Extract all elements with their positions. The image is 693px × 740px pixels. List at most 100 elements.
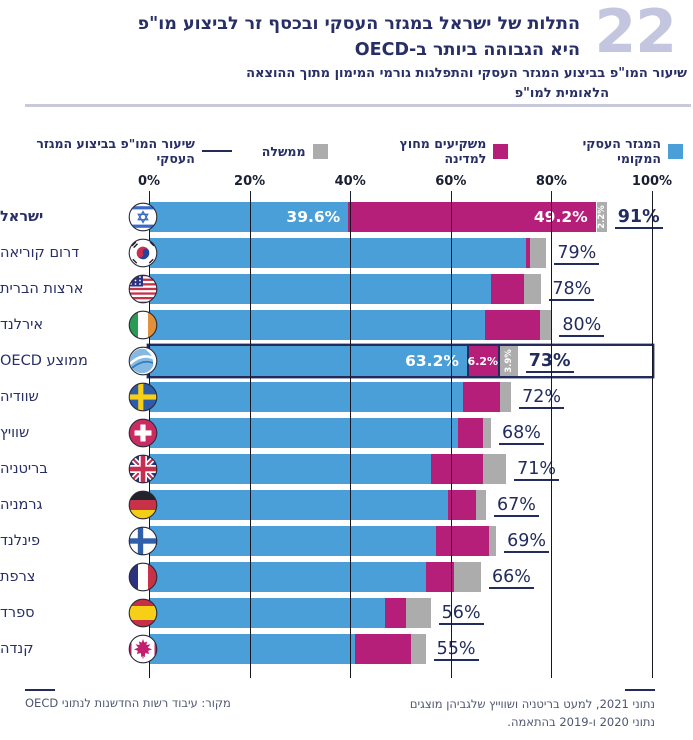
country-label: שוודיה (0, 389, 39, 405)
title-line-1: התלות של ישראל במגזר העסקי ובכסף זר לביצ… (137, 14, 580, 34)
stacked-bar: 39.6% 49.2% 2.2% (149, 202, 652, 232)
stacked-bar (149, 454, 652, 484)
bar-segment-foreign-investors (448, 490, 476, 520)
flag-south-korea-icon (128, 238, 158, 268)
chart-row-ireland: אירלנד 80% (0, 310, 693, 340)
country-label: ספרד (0, 605, 35, 621)
country-label: גרמניה (0, 497, 43, 513)
title-line-2: היא הגבוהה ביותר ב-OECD (354, 40, 580, 61)
footnote-line-1: נתוני 2021, למעט בריטניה ושווייץ שלגביהן… (409, 697, 655, 711)
flag-canada-icon (128, 634, 158, 664)
source-note: מקור: עיבוד רשות החדשנות לנתוני OECD (25, 696, 231, 710)
business-share-value: 80% (559, 315, 605, 337)
footnote-line-2: נתוני 2020 ו-2019 בהתאמה. (507, 714, 655, 729)
legend-swatch-foreign_investors (493, 143, 509, 159)
chart-row-oecd: ממוצע OECD 63.2% 6.2% 3.9% 73% (0, 346, 693, 376)
bar-segment-foreign-investors (430, 454, 484, 484)
business-share-label: 80% (559, 310, 605, 340)
stacked-bar (149, 490, 652, 520)
flag-uk-icon (128, 454, 158, 484)
business-share-value: 79% (554, 243, 600, 265)
flag-spain-icon (128, 598, 158, 628)
stacked-bar-chart: 0% 20% 40% 60% 80% 100% ישראל 39.6% 49.2% 2.2% 91… (0, 170, 693, 686)
legend-line-marker (201, 149, 232, 153)
bar-segment-local-business (149, 274, 492, 304)
x-axis-tick (350, 191, 352, 199)
chart-row-south-korea: דרום קוריאה 79% (0, 238, 693, 268)
subtitle-line-2: הלאומית למו"פ (514, 86, 609, 102)
business-share-label: 78% (549, 274, 595, 304)
country-label: פינלנד (0, 533, 41, 549)
source-rule (25, 689, 55, 691)
business-share-label: 79% (554, 238, 600, 268)
bar-segment-government (453, 562, 481, 592)
x-axis-tick (149, 191, 150, 199)
country-label: קנדה (0, 641, 34, 657)
country-label: ממוצע OECD (0, 353, 88, 369)
bar-segment-foreign-investors: 6.2% (466, 346, 499, 376)
country-label: בריטניה (0, 461, 48, 477)
x-axis-tick (249, 191, 251, 199)
bar-segment-foreign-investors: 49.2% (348, 202, 596, 232)
legend-label-local_business: המגזר העסקי המקומי (582, 136, 661, 166)
stacked-bar (149, 274, 652, 304)
country-label: שוויץ (0, 425, 30, 441)
bar-segment-foreign-investors (435, 526, 489, 556)
flag-finland-icon (128, 526, 158, 556)
stacked-bar (149, 310, 652, 340)
flag-israel-icon (128, 202, 158, 232)
bar-segment-government (540, 310, 552, 340)
legend-swatch-government (312, 143, 328, 159)
legend-item-business_share: שיעור המו"פ בביצוע המגזר העסקי (0, 136, 232, 166)
business-share-value: 71% (514, 459, 560, 481)
flag-sweden-icon (128, 382, 158, 412)
legend-swatch-local_business (668, 143, 683, 159)
x-axis-tick-label: 40% (334, 174, 366, 189)
stacked-bar (149, 418, 652, 448)
chart-row-switzerland: שוויץ 68% (0, 418, 693, 448)
segment-value-label: 6.2% (467, 354, 499, 368)
footnote-rule (625, 689, 655, 691)
data-footnote: נתוני 2021, למעט בריטניה ושווייץ שלגביהן… (410, 696, 655, 732)
bar-segment-foreign-investors (355, 634, 411, 664)
business-share-value: 72% (519, 387, 565, 409)
gridline (350, 199, 352, 678)
x-axis-tick (450, 191, 452, 199)
bar-segment-foreign-investors (457, 418, 483, 448)
chart-row-usa: ארצות הברית 78% (0, 274, 693, 304)
stacked-bar (149, 562, 652, 592)
stacked-bar (149, 526, 652, 556)
x-axis-tick (551, 191, 553, 199)
chart-row-france: צרפת 66% (0, 562, 693, 592)
country-label: ארצות הברית (0, 281, 84, 297)
bar-segment-local-business (149, 598, 386, 628)
business-share-value: 91% (614, 207, 663, 229)
x-axis-tick-label: 60% (435, 174, 467, 189)
x-axis-tick-label: 80% (535, 174, 567, 189)
bar-segment-foreign-investors (425, 562, 454, 592)
bar-segment-government (488, 526, 497, 556)
bar-segment-government (405, 598, 431, 628)
business-share-value: 55% (433, 639, 479, 661)
bar-segment-foreign-investors (526, 238, 530, 268)
country-label: ישראל (0, 209, 44, 225)
page-subtitle: שיעור המו"פ בביצוע המגזר העסקי והתפלגות … (246, 64, 687, 104)
bar-segment-government (482, 418, 492, 448)
bar-segment-local-business: 63.2% (149, 346, 467, 376)
bar-segment-foreign-investors (485, 310, 541, 340)
stacked-bar (149, 382, 652, 412)
business-share-label: 55% (433, 634, 479, 664)
bar-segment-local-business (149, 382, 463, 412)
bar-segment-foreign-investors (462, 382, 501, 412)
legend-item-local_business: המגזר העסקי המקומי (538, 136, 683, 166)
country-label: אירלנד (0, 317, 44, 333)
chart-row-germany: גרמניה 67% (0, 490, 693, 520)
chart-row-uk: בריטניה 71% (0, 454, 693, 484)
legend-label-government: ממשלה (261, 143, 306, 159)
bar-segment-government (475, 490, 486, 520)
business-share-label: 66% (488, 562, 534, 592)
x-axis-tick-label: 20% (234, 174, 266, 189)
bar-segment-government (410, 634, 426, 664)
bar-segment-foreign-investors (385, 598, 406, 628)
